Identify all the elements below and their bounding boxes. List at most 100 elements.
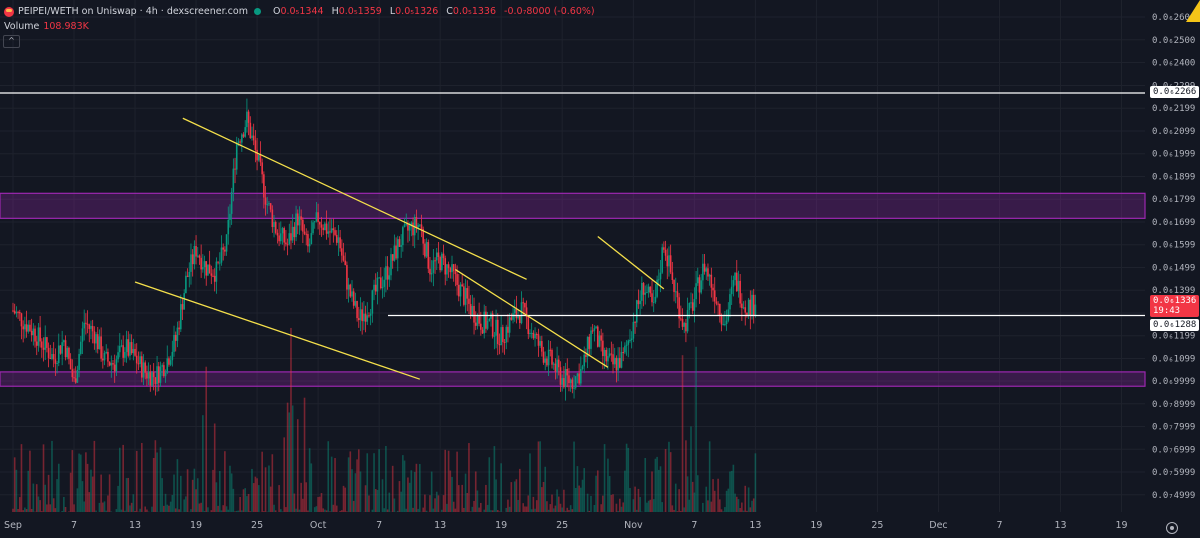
volume-bar <box>146 509 148 512</box>
candle-body <box>325 223 328 234</box>
candle-body <box>222 247 224 250</box>
volume-bar <box>629 488 631 512</box>
price-zone <box>0 192 1146 219</box>
candle-body <box>34 328 36 342</box>
volume-bar <box>91 476 94 512</box>
candle-body <box>695 283 697 300</box>
volume-bar <box>95 510 97 512</box>
candle-body <box>666 255 669 267</box>
volume-bar <box>205 366 208 512</box>
volume-bar <box>51 440 53 512</box>
volume-bar <box>473 500 475 512</box>
candle-body <box>380 277 382 289</box>
volume-bar <box>744 485 747 512</box>
candle-body <box>612 354 614 365</box>
candle-body <box>632 321 635 339</box>
volume-bar <box>186 469 189 512</box>
candle-body <box>35 341 38 346</box>
candle-body <box>120 345 123 347</box>
candle-body <box>352 291 355 306</box>
candle-countdown: 19:43 <box>1153 305 1181 316</box>
candle-body <box>227 219 230 235</box>
candle-body <box>719 303 721 317</box>
candle-body <box>308 243 311 247</box>
candle-body <box>147 371 150 379</box>
volume-bar <box>705 486 708 512</box>
volume-bar <box>281 511 284 512</box>
candle-body <box>12 310 14 312</box>
candle-body <box>313 221 316 223</box>
candle-body <box>607 355 609 362</box>
volume-bar <box>280 509 282 512</box>
collapse-legend-button[interactable]: ^ <box>3 35 20 48</box>
price-axis-label: 0.0₆1099 <box>1152 354 1195 364</box>
volume-bar <box>434 498 436 512</box>
volume-bar <box>573 441 575 512</box>
volume-bar <box>602 495 604 512</box>
candle-body <box>202 267 204 270</box>
candle-body <box>578 373 580 384</box>
candle-body <box>698 277 701 293</box>
candle-body <box>27 324 30 332</box>
volume-label: Volume <box>4 21 40 32</box>
candle-body <box>513 308 516 314</box>
volume-bar <box>224 451 226 512</box>
candle-body <box>522 302 524 304</box>
price-axis-label: 0.0₆2400 <box>1152 59 1195 69</box>
candle-body <box>708 274 711 277</box>
time-axis-label: 13 <box>129 520 141 531</box>
volume-bar <box>413 471 416 512</box>
candle-body <box>498 343 501 346</box>
volume-bar <box>324 509 326 512</box>
price-axis-label: 0.0₆1499 <box>1152 263 1195 273</box>
candle-body <box>715 301 718 304</box>
candle-body <box>322 227 324 231</box>
candle-body <box>671 272 674 280</box>
volume-bar <box>288 412 291 512</box>
volume-bar <box>22 510 24 512</box>
candle-body <box>505 326 508 343</box>
candle-body <box>108 361 111 366</box>
candle-body <box>422 229 424 244</box>
settings-icon[interactable] <box>1166 522 1178 534</box>
candle-body <box>142 362 145 378</box>
price-axis-label: 0.0₆2099 <box>1152 127 1195 137</box>
volume-bar <box>461 484 463 512</box>
volume-bar <box>69 472 72 512</box>
price-axis[interactable]: 0.0₆26000.0₆25000.0₆24000.0₆22990.0₆2199… <box>1152 13 1195 501</box>
candle-body <box>235 142 238 170</box>
volume-bar <box>296 419 299 512</box>
volume-bar <box>124 510 126 512</box>
candle-body <box>157 366 160 383</box>
candle-body <box>247 111 250 123</box>
candle-body <box>361 309 363 322</box>
volume-bar <box>541 487 543 512</box>
candle-body <box>56 363 58 365</box>
current-price-tag: 0.0₆1336 19:43 <box>1150 294 1200 317</box>
candle-body <box>395 245 397 259</box>
candle-body <box>454 271 457 275</box>
candle-body <box>320 224 323 228</box>
time-axis[interactable]: Sep 7 13 19 25 Oct 7 13 19 25 Nov 7 13 19 25 Dec 7 13 19 <box>4 520 1128 531</box>
volume-bar <box>83 501 85 512</box>
candle-body <box>171 351 174 361</box>
ohlc-key-high: H <box>331 6 339 17</box>
candle-body <box>256 149 258 161</box>
volume-bar <box>422 507 424 512</box>
candle-body <box>530 332 533 334</box>
volume-bar <box>708 441 711 512</box>
candle-body <box>107 351 109 362</box>
candle-body <box>629 340 631 342</box>
candle-body <box>324 223 326 231</box>
candle-body <box>24 324 26 330</box>
volume-bar <box>661 502 663 512</box>
volume-bar <box>52 498 55 512</box>
candle-body <box>703 263 706 272</box>
candle-body <box>707 268 709 277</box>
volume-bar <box>244 488 247 512</box>
volume-bar <box>242 489 245 512</box>
candle-body <box>288 233 291 245</box>
price-candles <box>12 98 757 401</box>
candle-body <box>47 347 50 358</box>
